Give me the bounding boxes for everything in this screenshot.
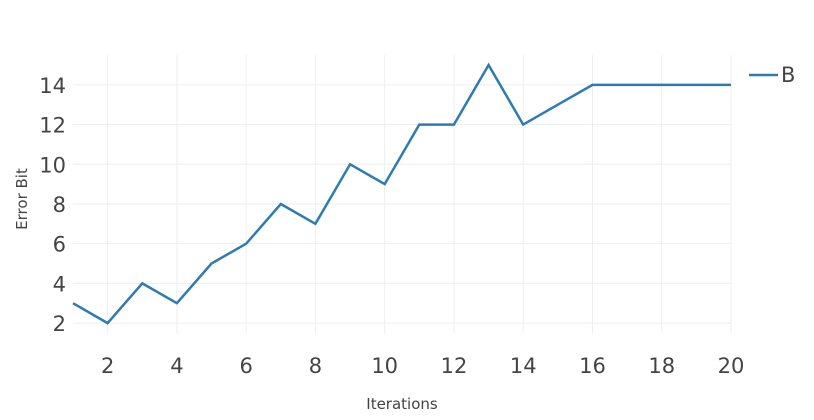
- x-tick-label: 20: [718, 354, 745, 378]
- y-axis: 2 4 6 8 10 12 14: [39, 74, 66, 336]
- y-tick-label: 14: [39, 74, 66, 98]
- x-tick-label: 12: [441, 354, 468, 378]
- y-tick-label: 6: [53, 233, 66, 257]
- y-tick-label: 8: [53, 193, 66, 217]
- x-tick-label: 4: [170, 354, 183, 378]
- x-tick-label: 6: [239, 354, 252, 378]
- x-axis-title: Iterations: [366, 395, 438, 413]
- legend-label: B: [781, 63, 795, 87]
- y-axis-title: Error Bit: [13, 168, 31, 230]
- y-tick-label: 12: [39, 114, 66, 138]
- legend: B: [749, 63, 795, 87]
- x-tick-label: 18: [648, 354, 675, 378]
- x-tick-label: 16: [579, 354, 606, 378]
- y-tick-label: 2: [53, 312, 66, 336]
- x-axis: 2 4 6 8 10 12 14 16 18 20: [101, 354, 744, 378]
- x-tick-label: 10: [371, 354, 398, 378]
- series-line: [72, 62, 731, 325]
- x-tick-label: 8: [309, 354, 322, 378]
- grid: [73, 55, 732, 333]
- series-layer: [72, 62, 731, 325]
- y-tick-label: 4: [53, 272, 66, 296]
- x-tick-label: 14: [510, 354, 537, 378]
- x-tick-label: 2: [101, 354, 114, 378]
- y-tick-label: 10: [39, 153, 66, 177]
